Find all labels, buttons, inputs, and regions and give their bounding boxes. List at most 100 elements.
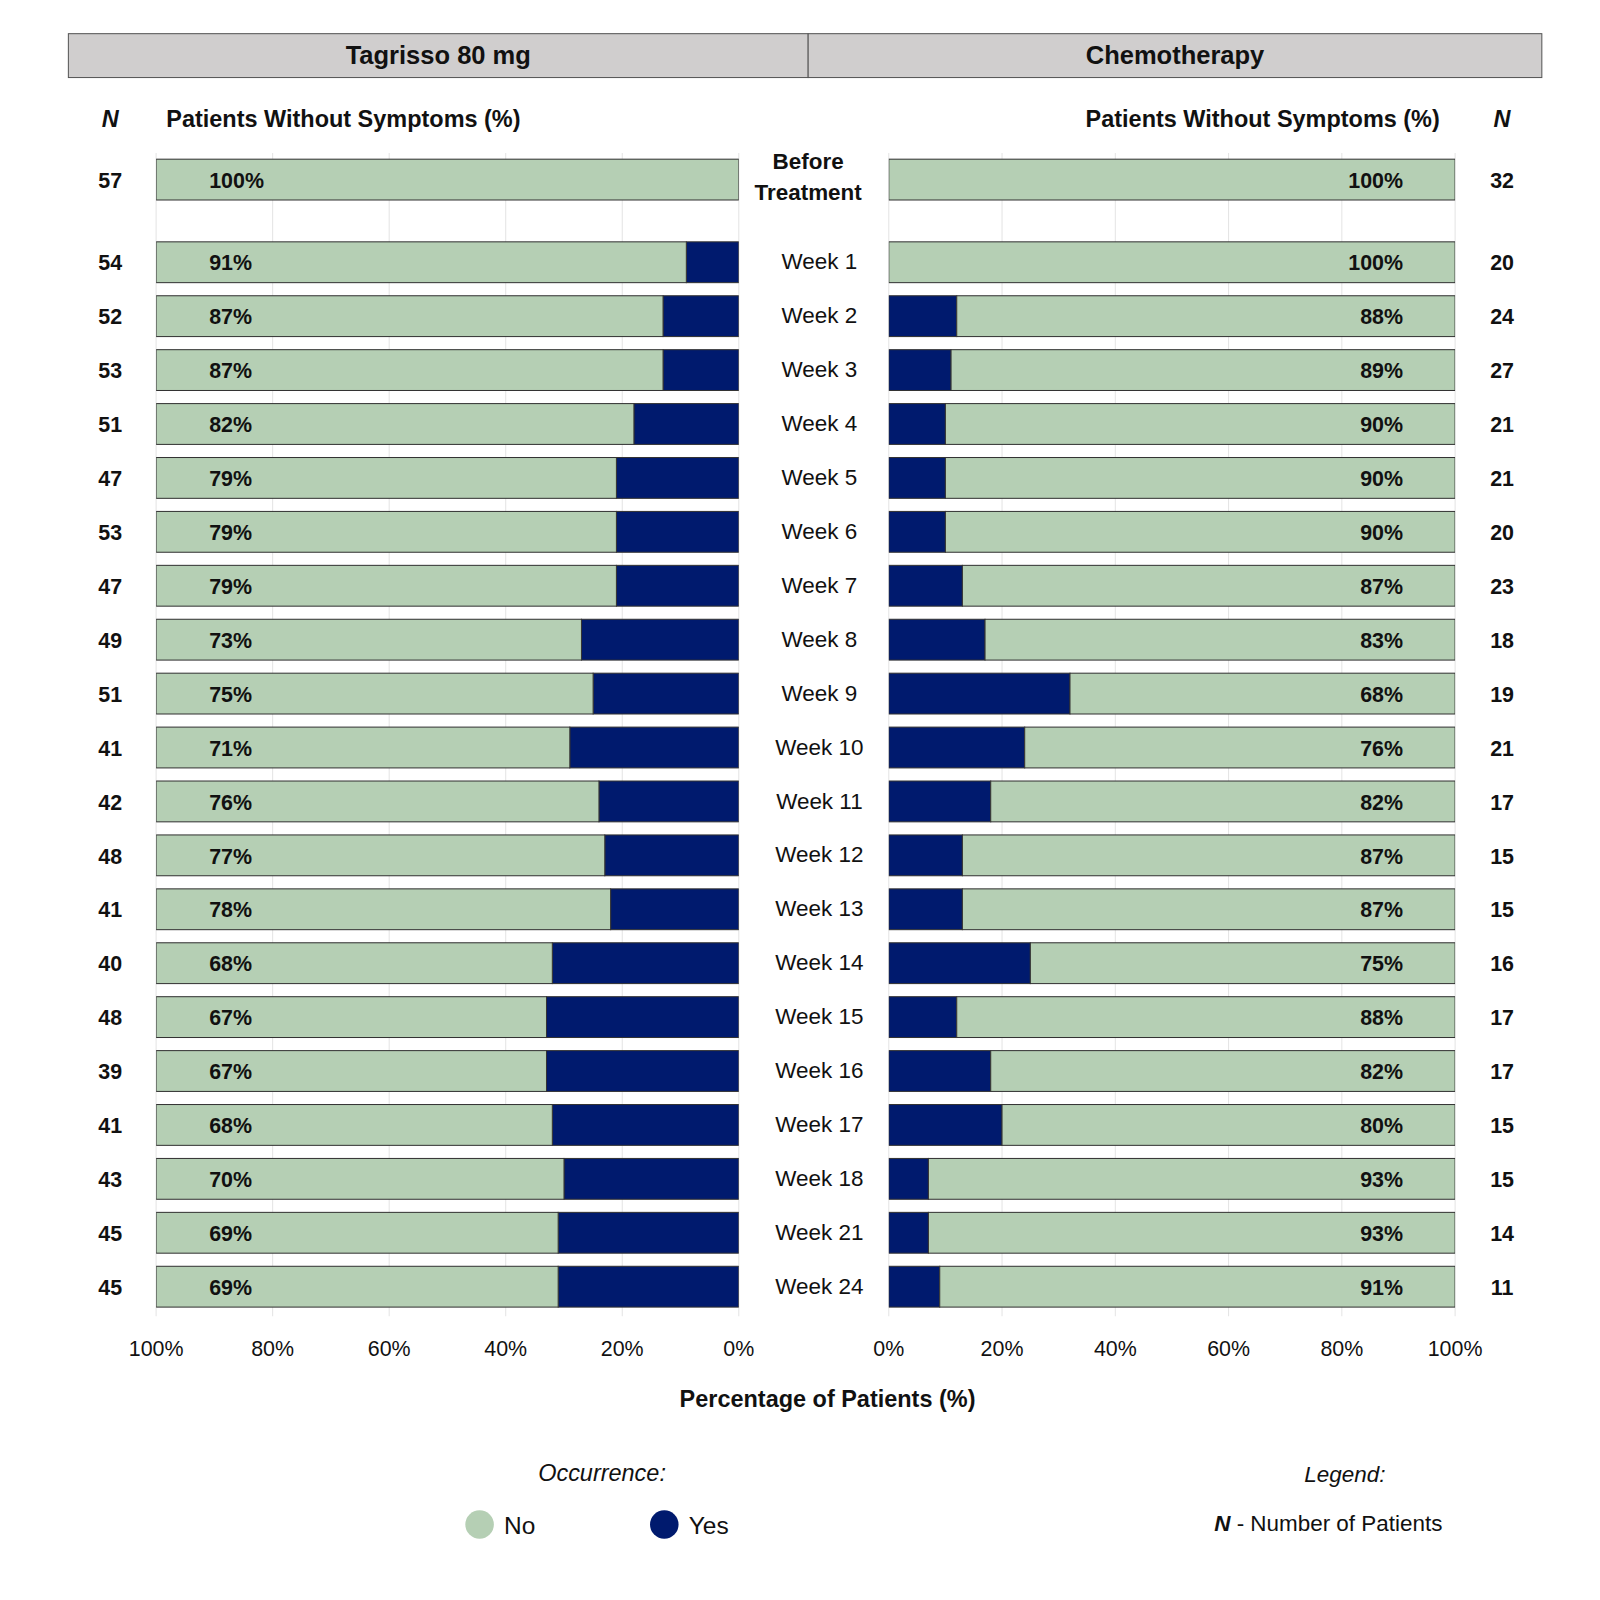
tick-label: 0% bbox=[723, 1337, 754, 1361]
data-label: 87% bbox=[1360, 845, 1403, 869]
x-axis-label: Percentage of Patients (%) bbox=[680, 1386, 976, 1412]
bar-segment bbox=[1002, 1105, 1455, 1146]
category-label: Week 3 bbox=[782, 357, 858, 382]
bar-segment bbox=[889, 943, 1031, 984]
category-label: BeforeTreatment bbox=[755, 149, 863, 205]
n-value: 18 bbox=[1490, 629, 1514, 653]
key-text: N- Number of Patients bbox=[1214, 1511, 1442, 1536]
n-value: 41 bbox=[98, 737, 122, 761]
legend-label: Yes bbox=[689, 1512, 729, 1539]
category-label: Week 6 bbox=[782, 519, 858, 544]
bar-segment bbox=[564, 1158, 739, 1199]
bar-segment bbox=[156, 242, 686, 283]
bar-segment bbox=[957, 997, 1455, 1038]
n-value: 52 bbox=[98, 305, 122, 329]
tick-label: 20% bbox=[981, 1337, 1024, 1361]
data-label: 93% bbox=[1360, 1222, 1403, 1246]
category-label: Week 1 bbox=[782, 249, 858, 274]
n-value: 41 bbox=[98, 1114, 122, 1138]
category-label: Week 11 bbox=[776, 789, 862, 814]
bar-segment bbox=[547, 1051, 739, 1092]
tick-label: 40% bbox=[1094, 1337, 1137, 1361]
bar-segment bbox=[889, 1212, 929, 1253]
bar-segment bbox=[1070, 673, 1455, 714]
bar-segment bbox=[991, 1051, 1455, 1092]
bar-segment bbox=[156, 296, 663, 337]
bar-segment bbox=[558, 1212, 739, 1253]
bar-segment bbox=[889, 1266, 940, 1307]
n-value: 21 bbox=[1490, 413, 1514, 437]
bar-segment bbox=[945, 458, 1455, 499]
bar-segment bbox=[928, 1158, 1455, 1199]
bar-segment bbox=[889, 1158, 929, 1199]
bar-segment bbox=[156, 673, 593, 714]
data-label: 88% bbox=[1360, 305, 1403, 329]
category-label: Week 9 bbox=[782, 681, 858, 706]
n-value: 45 bbox=[98, 1222, 122, 1246]
n-header: N bbox=[102, 106, 120, 132]
tick-label: 80% bbox=[251, 1337, 294, 1361]
category-line: Treatment bbox=[755, 180, 863, 205]
bar-segment bbox=[570, 727, 739, 768]
n-value: 43 bbox=[98, 1168, 122, 1192]
bar-segment bbox=[599, 781, 739, 822]
bar-segment bbox=[156, 997, 546, 1038]
data-label: 73% bbox=[209, 629, 252, 653]
panel-title: Tagrisso 80 mg bbox=[346, 41, 531, 69]
bar-segment bbox=[156, 943, 552, 984]
legend-title: Occurrence: bbox=[538, 1460, 666, 1486]
bar-segment bbox=[962, 565, 1455, 606]
bars bbox=[889, 159, 1455, 1307]
category-label: Week 17 bbox=[775, 1112, 863, 1137]
data-label: 76% bbox=[1360, 737, 1403, 761]
n-value: 16 bbox=[1490, 952, 1514, 976]
n-value: 42 bbox=[98, 791, 122, 815]
bar-segment bbox=[889, 781, 991, 822]
bar-segment bbox=[552, 1105, 738, 1146]
bar-segment bbox=[616, 511, 738, 552]
panel-title: Chemotherapy bbox=[1086, 41, 1265, 69]
n-value: 53 bbox=[98, 359, 122, 383]
bar-segment bbox=[889, 727, 1025, 768]
n-value: 32 bbox=[1490, 169, 1514, 193]
bar-segment bbox=[156, 1105, 552, 1146]
bar-segment bbox=[951, 350, 1455, 391]
n-value: 15 bbox=[1490, 898, 1514, 922]
legend-swatch bbox=[465, 1510, 494, 1539]
column-header: Patients Without Symptoms (%) bbox=[1086, 106, 1440, 132]
n-value: 17 bbox=[1490, 1060, 1514, 1084]
data-label: 75% bbox=[209, 683, 252, 707]
bar-segment bbox=[156, 350, 663, 391]
n-value: 40 bbox=[98, 952, 122, 976]
data-label: 80% bbox=[1360, 1114, 1403, 1138]
data-label: 91% bbox=[1360, 1276, 1403, 1300]
bar-segment bbox=[889, 565, 963, 606]
data-label: 79% bbox=[209, 575, 252, 599]
bar-segment bbox=[611, 889, 739, 930]
data-label: 82% bbox=[209, 413, 252, 437]
bar-segment bbox=[156, 889, 610, 930]
data-label: 76% bbox=[209, 791, 252, 815]
bar-segment bbox=[156, 511, 616, 552]
bars bbox=[156, 159, 739, 1307]
category-label: Week 7 bbox=[782, 573, 858, 598]
bar-segment bbox=[889, 1105, 1002, 1146]
n-value: 54 bbox=[98, 251, 122, 275]
n-value: 23 bbox=[1490, 575, 1514, 599]
bar-segment bbox=[889, 458, 946, 499]
data-label: 70% bbox=[209, 1168, 252, 1192]
category-label: Week 4 bbox=[782, 411, 858, 436]
n-value: 48 bbox=[98, 1006, 122, 1030]
bar-segment bbox=[156, 1212, 558, 1253]
data-label: 100% bbox=[1348, 251, 1403, 275]
bar-segment bbox=[593, 673, 739, 714]
tick-label: 40% bbox=[484, 1337, 527, 1361]
n-value: 48 bbox=[98, 845, 122, 869]
n-value: 15 bbox=[1490, 845, 1514, 869]
bar-segment bbox=[940, 1266, 1455, 1307]
data-label: 67% bbox=[209, 1060, 252, 1084]
n-value: 20 bbox=[1490, 251, 1514, 275]
bar-segment bbox=[156, 781, 599, 822]
bar-segment bbox=[156, 565, 616, 606]
data-label: 71% bbox=[209, 737, 252, 761]
